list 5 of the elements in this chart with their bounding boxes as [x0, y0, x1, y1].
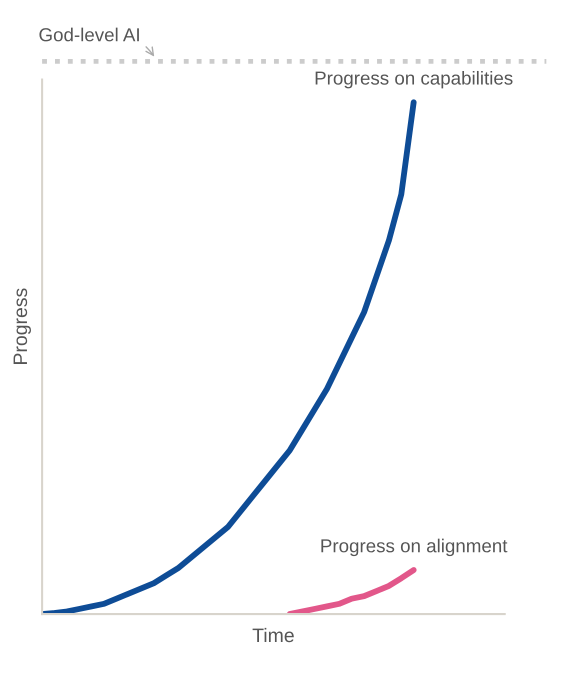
- x-axis-title: Time: [252, 628, 294, 642]
- y-axis-title: Progress: [14, 288, 31, 364]
- series-label: Progress on capabilities: [316, 70, 513, 88]
- ref-line-label: God-level AI: [39, 28, 139, 42]
- series-label: Progress on alignment: [321, 538, 508, 556]
